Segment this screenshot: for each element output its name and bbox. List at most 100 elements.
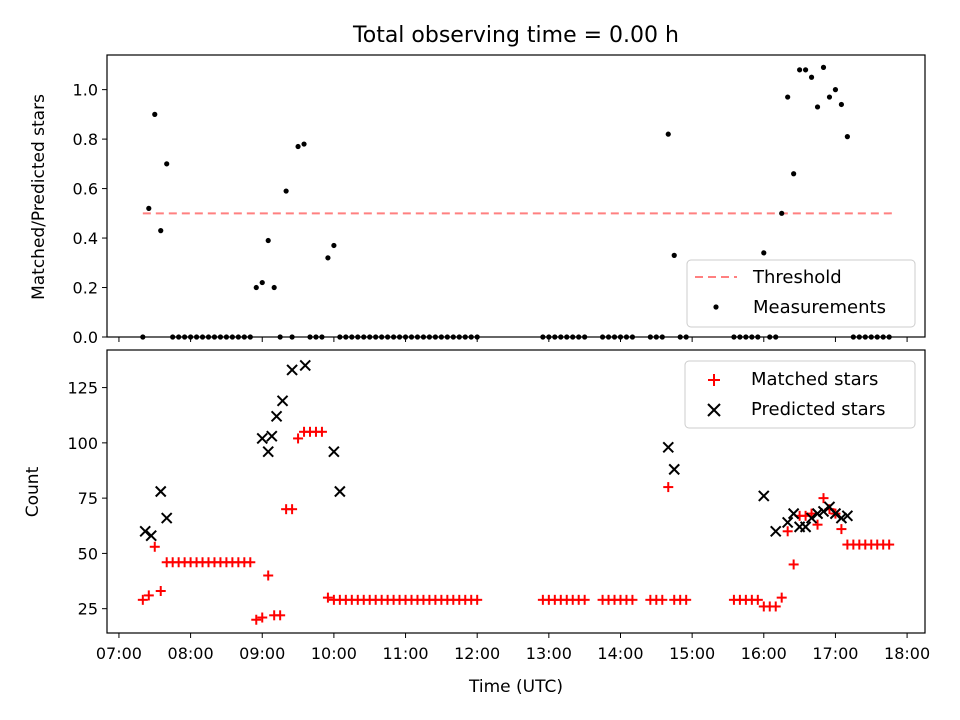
measurement-point	[826, 94, 833, 100]
measurement-point	[253, 284, 259, 291]
predicted-star-marker-d2	[817, 505, 830, 518]
matched-star-marker	[472, 594, 483, 605]
predicted-star-marker-d2	[161, 512, 173, 524]
measurement-point	[295, 143, 301, 150]
measurement-point	[814, 104, 821, 110]
matched-star-marker	[812, 519, 823, 530]
count-y-tick-label: 125	[67, 379, 98, 398]
matched-star-marker	[137, 594, 148, 605]
measurements-legend-swatch	[713, 304, 719, 310]
matched-star-marker	[657, 594, 668, 605]
predicted-star-marker-d2	[805, 512, 818, 524]
predicted-star-marker	[286, 364, 298, 376]
measurement-point	[832, 87, 839, 93]
predicted-legend-swatch	[707, 403, 721, 417]
matched-star-marker	[316, 426, 327, 437]
measurement-point	[158, 228, 164, 234]
matched-star-marker	[245, 557, 256, 568]
predicted-star-marker	[781, 516, 794, 529]
matched-star-marker	[627, 594, 638, 605]
threshold-legend-label: Threshold	[752, 267, 842, 288]
count-y-tick-label: 50	[78, 544, 98, 563]
measurement-point	[265, 237, 271, 244]
ratio-y-tick-label: 0.6	[73, 180, 98, 199]
predicted-star-marker-d2	[770, 525, 782, 538]
count-legend-box	[684, 360, 916, 429]
matched-star-marker	[782, 526, 793, 537]
measurement-point	[844, 134, 850, 140]
matched-star-marker	[143, 590, 154, 601]
measurements-legend-label: Measurements	[753, 297, 886, 318]
predicted-star-marker-d2	[155, 485, 167, 498]
predicted-star-marker-d2	[668, 463, 680, 476]
predicted-star-marker	[770, 525, 782, 538]
count-panel: Count Time (UTC) 25 50 75 100 125 07:00 08:00…	[23, 349, 930, 697]
measurement-point	[283, 188, 289, 194]
predicted-star-marker-d2	[829, 507, 842, 520]
predicted-star-marker	[328, 445, 340, 458]
predicted-star-marker-d2	[139, 525, 151, 538]
ratio-legend-box	[686, 259, 916, 328]
chart-title: Total observing time = 0.00 h	[352, 23, 679, 48]
predicted-star-marker-d2	[823, 501, 836, 513]
matched-star-marker	[149, 541, 160, 552]
predicted-star-marker	[662, 441, 674, 453]
ratio-y-ticks: 0.0 0.2 0.4 0.6 0.8 1.0	[73, 81, 107, 347]
count-x-tick-label: 11:00	[382, 644, 428, 663]
predicted-star-marker-d2	[758, 490, 770, 502]
matched-star-marker	[752, 594, 763, 605]
predicted-legend-label: Predicted stars	[751, 399, 885, 420]
time-x-axis-label: Time (UTC)	[468, 677, 563, 697]
matched-legend-swatch	[708, 374, 720, 386]
predicted-star-marker	[758, 490, 770, 502]
ratio-y-tick-label: 1.0	[73, 81, 98, 100]
predicted-star-marker-d2	[145, 530, 157, 542]
count-x-tick-label: 08:00	[168, 644, 214, 663]
count-legend: Matched stars Predicted stars	[684, 360, 916, 429]
measurement-point	[820, 64, 827, 70]
predicted-star-marker-d2	[266, 430, 278, 442]
matched-star-marker	[663, 482, 674, 493]
count-y-tick-label: 100	[67, 434, 98, 453]
measurement-point	[271, 284, 277, 291]
predicted-star-marker-d2	[299, 359, 311, 372]
predicted-star-marker	[161, 512, 173, 524]
measurement-point	[779, 210, 785, 216]
measurement-point	[761, 250, 767, 256]
predicted-star-marker	[668, 463, 680, 476]
count-x-tick-label: 16:00	[741, 644, 787, 663]
matched-star-marker	[251, 614, 262, 625]
measurement-point	[331, 242, 337, 249]
ratio-plot-frame	[106, 54, 926, 338]
predicted-star-marker-d2	[835, 512, 848, 524]
ratio-y-tick-label: 0.2	[73, 279, 98, 298]
count-x-tick-label: 10:00	[311, 644, 357, 663]
count-y-ticks: 25 50 75 100 125	[67, 379, 107, 619]
predicted-star-marker-d2	[270, 410, 283, 423]
count-series	[137, 359, 895, 625]
predicted-star-marker	[299, 359, 311, 372]
predicted-star-marker-d2	[787, 507, 800, 520]
predicted-star-marker-d2	[328, 445, 340, 458]
count-x-tick-label: 12:00	[454, 644, 500, 663]
measurement-point	[797, 67, 803, 73]
count-x-tick-label: 09:00	[239, 644, 285, 663]
matched-star-marker	[263, 570, 274, 581]
count-plot-frame	[106, 349, 926, 634]
measurement-point	[301, 141, 307, 147]
count-x-tick-label: 17:00	[812, 644, 858, 663]
matched-star-marker	[681, 594, 692, 605]
predicted-star-marker-d2	[286, 364, 298, 376]
matched-star-marker	[275, 610, 286, 621]
count-x-tick-label: 14:00	[597, 644, 643, 663]
predicted-star-marker-d2	[276, 395, 289, 407]
measurement-point	[785, 94, 791, 100]
count-x-tick-label: 15:00	[669, 644, 715, 663]
predicted-star-marker	[787, 507, 800, 520]
predicted-star-marker	[276, 395, 289, 407]
matched-star-marker	[579, 594, 590, 605]
ratio-y-axis-label: Matched/Predicted stars	[29, 94, 49, 300]
matched-star-marker	[155, 585, 166, 596]
predicted-star-marker	[270, 410, 283, 423]
